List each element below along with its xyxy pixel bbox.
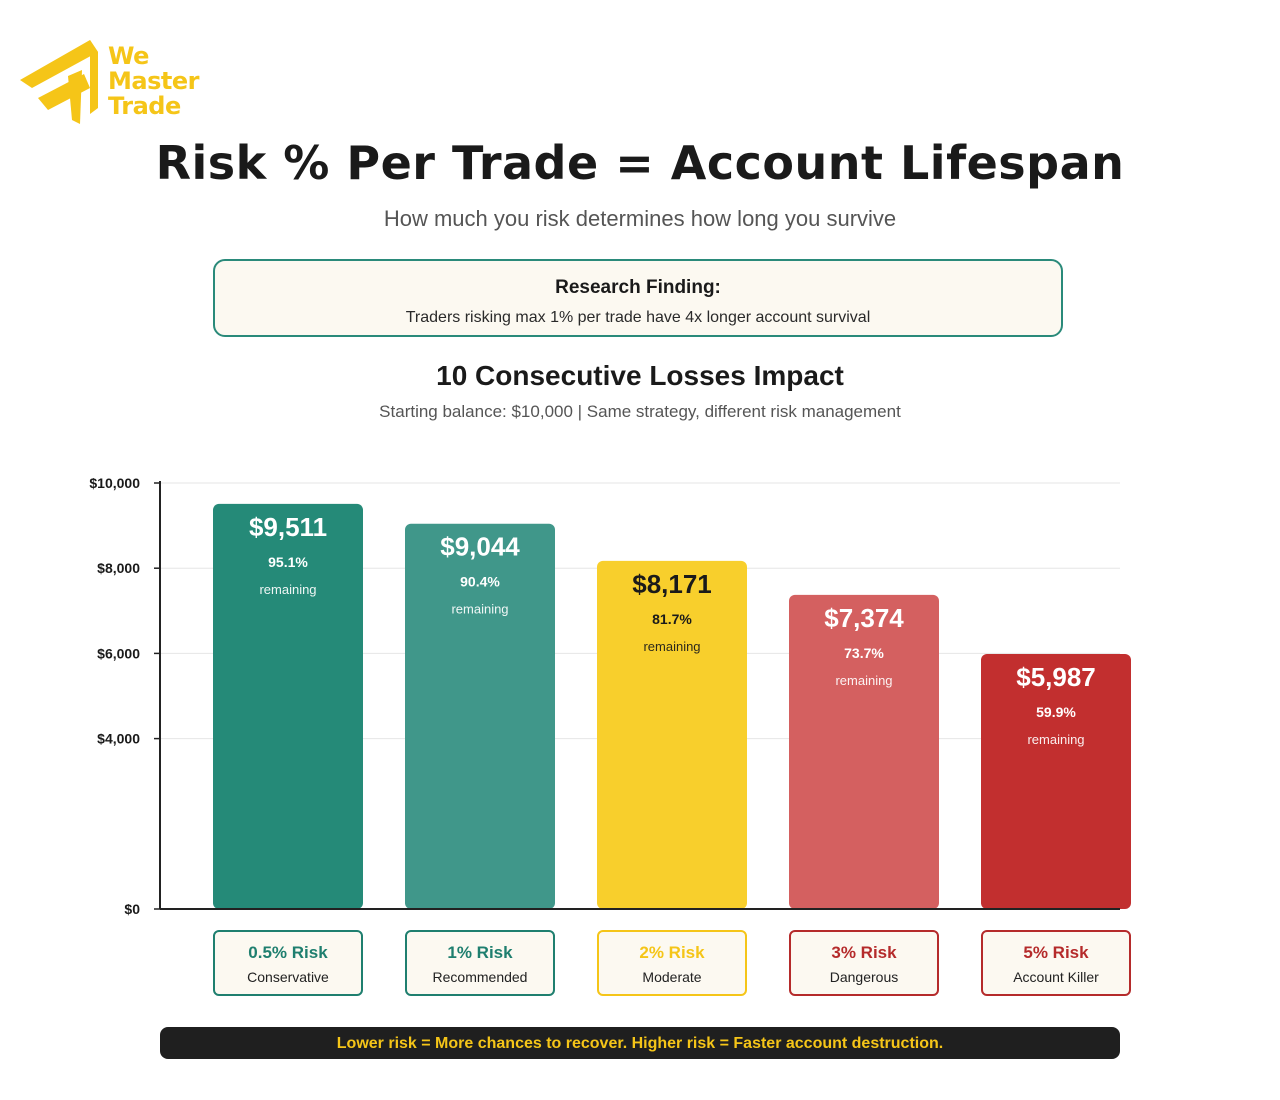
y-tick-label: $10,000 [89, 475, 140, 491]
category-description: Recommended [432, 969, 528, 985]
category-description: Moderate [642, 969, 702, 985]
brand-name-line: Master [108, 67, 199, 95]
bar [789, 594, 939, 909]
we-master-trade-logo-icon [20, 40, 98, 124]
bar-percent-label: 73.7% [844, 645, 884, 661]
bar-value-label: $5,987 [1016, 662, 1096, 692]
category-label: 0.5% Risk [248, 943, 328, 962]
bar [597, 560, 747, 909]
y-tick-label: $8,000 [97, 560, 140, 576]
research-finding-box: Research Finding: Traders risking max 1%… [213, 259, 1063, 337]
category-label: 1% Risk [447, 943, 513, 962]
y-tick-label: $6,000 [97, 645, 140, 661]
research-finding-text: Traders risking max 1% per trade have 4x… [405, 309, 871, 326]
chart-subtitle: Starting balance: $10,000 | Same strateg… [379, 402, 901, 421]
bar-value-label: $9,511 [249, 512, 327, 542]
brand-name: We Master Trade [108, 44, 199, 119]
bar-percent-label: 95.1% [268, 554, 308, 570]
category-label: 3% Risk [831, 943, 897, 962]
y-tick-label: $4,000 [97, 731, 140, 747]
page-subtitle: How much you risk determines how long yo… [383, 206, 897, 231]
research-finding-title: Research Finding: [555, 277, 721, 298]
bar-remaining-label: remaining [259, 582, 316, 597]
brand-name-line: We [108, 42, 149, 70]
category-box: 5% Risk Account Killer [981, 930, 1131, 996]
category-description: Conservative [247, 969, 329, 985]
bar-remaining-label: remaining [451, 602, 508, 617]
category-label: 2% Risk [639, 943, 705, 962]
bar-percent-label: 90.4% [460, 574, 500, 590]
bar-value-label: $9,044 [440, 532, 520, 562]
bar [981, 653, 1131, 909]
category-box: 2% Risk Moderate [597, 930, 747, 996]
bar [213, 503, 363, 909]
bar [405, 523, 555, 909]
chart-title: 10 Consecutive Losses Impact [436, 360, 844, 391]
category-box: 1% Risk Recommended [405, 930, 555, 996]
bar-value-label: $8,171 [632, 569, 712, 599]
category-description: Account Killer [1013, 969, 1099, 985]
brand-name-line: Trade [108, 92, 181, 120]
bar-remaining-label: remaining [1027, 732, 1084, 747]
bar-remaining-label: remaining [835, 673, 892, 688]
page-title: Risk % Per Trade = Account Lifespan [155, 136, 1125, 190]
category-description: Dangerous [829, 969, 899, 985]
bar-percent-label: 59.9% [1036, 704, 1076, 720]
category-label: 5% Risk [1023, 943, 1089, 962]
category-box: 0.5% Risk Conservative [213, 930, 363, 996]
bar-percent-label: 81.7% [652, 611, 692, 627]
y-tick-label: $0 [124, 901, 140, 917]
category-box: 3% Risk Dangerous [789, 930, 939, 996]
footer-banner: Lower risk = More chances to recover. Hi… [160, 1027, 1120, 1059]
bar-value-label: $7,374 [824, 603, 904, 633]
bar-remaining-label: remaining [643, 639, 700, 654]
